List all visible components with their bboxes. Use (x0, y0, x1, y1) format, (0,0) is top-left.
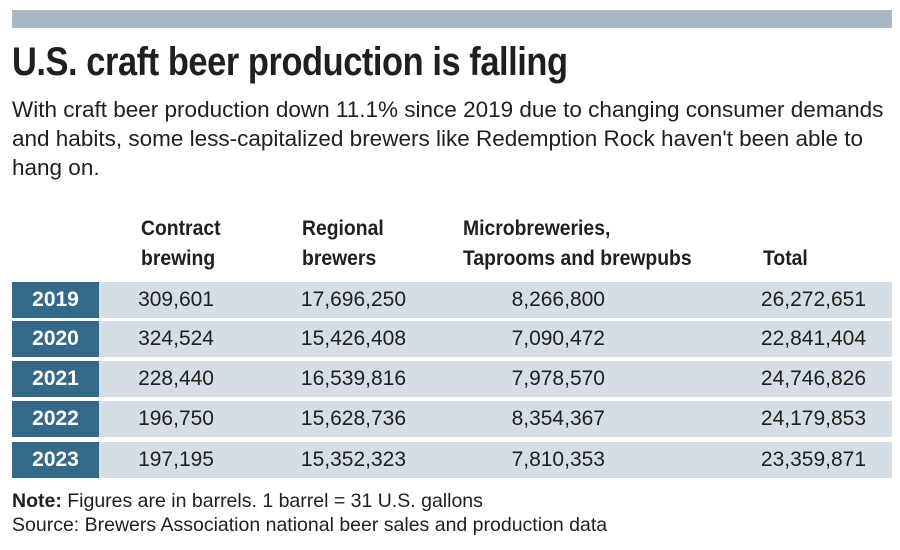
cell-total: 26,272,651 (760, 288, 866, 311)
cell-contract: 197,195 (138, 448, 214, 471)
table-row: 2021 228,440 16,539,816 7,978,570 24,746,826 (12, 361, 892, 397)
cell-total: 23,359,871 (760, 448, 866, 471)
chart-subtitle: With craft beer production down 11.1% si… (12, 97, 884, 180)
row-year: 2022 (12, 401, 99, 437)
cell-total: 24,746,826 (760, 367, 866, 390)
cell-regional: 15,352,323 (300, 448, 406, 471)
cell-contract: 196,750 (138, 407, 214, 430)
cell-micro: 8,266,800 (511, 288, 605, 311)
cell-micro: 7,978,570 (511, 367, 605, 390)
cell-micro: 7,810,353 (511, 448, 605, 471)
cell-regional: 17,696,250 (300, 288, 406, 311)
top-accent-bar (12, 10, 892, 28)
column-header-regional: Regional brewers (302, 216, 384, 270)
row-year: 2021 (12, 361, 99, 397)
note-label: Note: (12, 490, 62, 512)
row-year: 2020 (12, 321, 99, 357)
row-year: 2023 (12, 442, 99, 478)
footnote: Note: Figures are in barrels. 1 barrel =… (12, 489, 607, 537)
cell-total: 24,179,853 (760, 407, 866, 430)
cell-regional: 15,628,736 (300, 407, 406, 430)
cell-regional: 16,539,816 (300, 367, 406, 390)
table-row: 2023 197,195 15,352,323 7,810,353 23,359,871 (12, 442, 892, 478)
table-row: 2019 309,601 17,696,250 8,266,800 26,272,651 (12, 282, 892, 318)
column-header-total: Total (763, 246, 808, 270)
cell-micro: 8,354,367 (511, 407, 605, 430)
cell-contract: 309,601 (138, 288, 214, 311)
column-header-contract: Contract brewing (141, 216, 221, 270)
note-text: Figures are in barrels. 1 barrel = 31 U.… (61, 490, 483, 512)
table-row: 2022 196,750 15,628,736 8,354,367 24,179,853 (12, 401, 892, 437)
chart-title: U.S. craft beer production is falling (12, 40, 568, 84)
cell-contract: 324,524 (138, 327, 214, 350)
cell-total: 22,841,404 (760, 327, 866, 350)
cell-contract: 228,440 (138, 367, 214, 390)
cell-regional: 15,426,408 (300, 327, 406, 350)
cell-micro: 7,090,472 (511, 327, 605, 350)
source-text: Source: Brewers Association national bee… (12, 514, 608, 536)
table-row: 2020 324,524 15,426,408 7,090,472 22,841,404 (12, 321, 892, 357)
column-header-micro: Microbreweries, Taprooms and brewpubs (463, 216, 692, 270)
row-year: 2019 (12, 282, 99, 318)
